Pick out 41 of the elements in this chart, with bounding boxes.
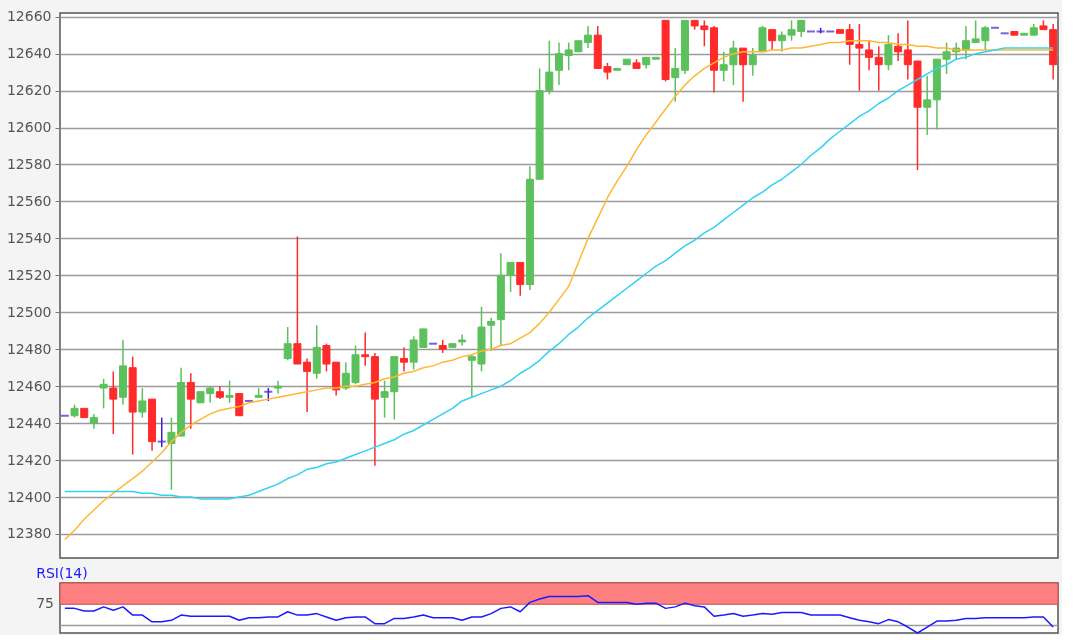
candlestick [768,28,777,51]
y-tick-label: 12400 [6,488,52,505]
candlestick [458,333,467,347]
candlestick [235,392,244,417]
candlestick [874,45,883,92]
y-tick-label: 12620 [6,82,52,99]
candlestick [739,47,748,103]
candlestick [671,47,680,103]
y-tick-label: 12600 [6,119,52,136]
y-tick-label: 12640 [6,45,52,62]
y-tick-label: 12460 [6,377,52,394]
candlestick [865,39,874,72]
candlestick [894,32,903,62]
y-tick-label: 12500 [6,303,52,320]
y-tick-label: 12660 [6,8,52,25]
candlestick [225,379,234,404]
candlestick [884,34,893,72]
y-tick-label: 12480 [6,340,52,357]
candlestick [361,331,370,367]
candlestick [186,372,195,430]
y-tick-label: 12560 [6,192,52,209]
candlestick [99,378,108,410]
candlestick [923,75,932,136]
y-tick-label: 12420 [6,451,52,468]
y-tick-label: 12540 [6,229,52,246]
candlestick [555,41,563,86]
candlestick [274,379,283,395]
candlestick [283,326,292,362]
candlestick [157,416,166,448]
candlestick [138,387,147,419]
y-tick-label: 12380 [6,525,52,542]
candlestick [399,346,408,373]
text: 75 [36,595,54,612]
candlestick [748,47,757,77]
y-tick-label: 12520 [6,266,52,283]
chart-title: RSI(14) [36,564,88,581]
candlestick [516,261,525,297]
candlestick [109,370,118,435]
y-tick-label: 12580 [6,155,52,172]
candlestick [487,317,496,352]
y-tick-label: 12440 [6,414,52,431]
